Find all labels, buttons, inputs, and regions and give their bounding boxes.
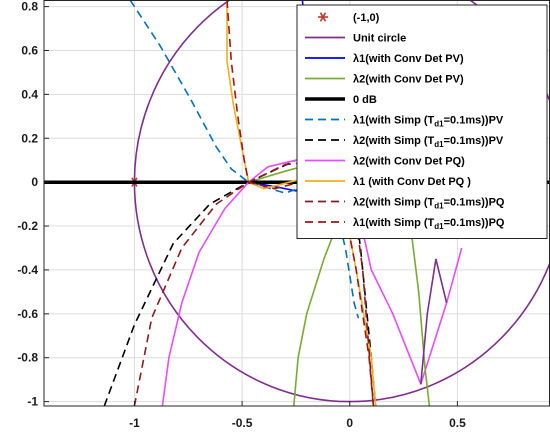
legend-entry-2-with-conv-det-pq: λ2(with Conv Det PQ)	[305, 156, 465, 168]
legend-entry-1-with-conv-det-pq: λ1 (with Conv Det PQ )	[305, 176, 471, 188]
y-tick-label: -0.2	[17, 219, 38, 233]
x-tick-label: 0	[346, 416, 353, 430]
y-tick-label: -0.6	[17, 307, 38, 321]
x-tick-label: 0.5	[449, 416, 466, 430]
legend-entry-1-with-simp-t-0-1ms-pv: λ1(with Simp (Td1=0.1ms))PV	[305, 115, 504, 129]
legend-label: λ1(with Simp (Td1=0.1ms))PQ	[353, 217, 505, 231]
legend-label: λ1(with Simp (Td1=0.1ms))PV	[353, 115, 504, 129]
curve-branch-0	[409, 221, 431, 406]
y-tick-label: 0	[31, 175, 38, 189]
legend-box	[296, 4, 548, 239]
legend-entry-2-with-simp-t-0-1ms-pq: λ2(with Simp (Td1=0.1ms))PQ	[305, 197, 505, 211]
curve-branch-1	[420, 258, 448, 385]
y-tick-label: 0.8	[21, 0, 38, 14]
x-tick-label: -1	[129, 416, 140, 430]
y-tick-label: -1	[27, 395, 38, 409]
series-1-with-simp-t-d1-0-1ms-pq	[226, 0, 375, 406]
legend-entry-1-with-conv-det-pv: λ1(with Conv Det PV)	[305, 53, 464, 65]
series-2-with-simp-t-d1-0-1ms-pq	[133, 159, 375, 406]
y-tick-label: -0.8	[17, 351, 38, 365]
y-tick-label: 0.6	[21, 43, 38, 57]
tick-labels: -1 -0.5 0 0.5 0.8 0.6 0.4 0.2 0 -0.2 -0.4 -0.6 -0.8 -…	[17, 0, 466, 430]
legend-label: λ2(with Simp (Td1=0.1ms))PQ	[353, 197, 505, 211]
legend-swatch	[319, 12, 327, 22]
x-tick-label: -0.5	[232, 416, 253, 430]
legend-label: λ1(with Conv Det PV)	[353, 53, 464, 65]
legend-label: λ2(with Simp (Td1=0.1ms))PV	[353, 135, 504, 149]
legend-entry-unit-circle: Unit circle	[305, 33, 406, 45]
series-1-with-simp-t-d1-0-1ms-pv	[129, 0, 360, 319]
legend-label: λ2(with Conv Det PQ)	[353, 156, 465, 168]
legend-label: (-1,0)	[353, 12, 380, 24]
series-2-with-conv-det-pq	[161, 159, 463, 406]
legend-entry-1-0: (-1,0)	[318, 12, 380, 24]
legend-label: Unit circle	[353, 33, 406, 45]
y-tick-label: -0.4	[17, 263, 38, 277]
y-tick-label: 0.2	[21, 131, 38, 145]
legend-label: 0 dB	[353, 94, 377, 106]
y-tick-label: 0.4	[21, 87, 38, 101]
legend-entry-1-with-simp-t-0-1ms-pq: λ1(with Simp (Td1=0.1ms))PQ	[305, 217, 505, 231]
legend-entry-2-with-conv-det-pv: λ2(with Conv Det PV)	[305, 74, 464, 86]
legend-label: λ2(with Conv Det PV)	[353, 74, 464, 86]
legend-entry-2-with-simp-t-0-1ms-pv: λ2(with Simp (Td1=0.1ms))PV	[305, 135, 504, 149]
legend: (-1,0) Unit circle λ1(with Conv Det PV) λ2(…	[296, 4, 548, 239]
legend-entry-0-db: 0 dB	[305, 94, 377, 106]
legend-label: λ1 (with Conv Det PQ )	[353, 176, 471, 188]
